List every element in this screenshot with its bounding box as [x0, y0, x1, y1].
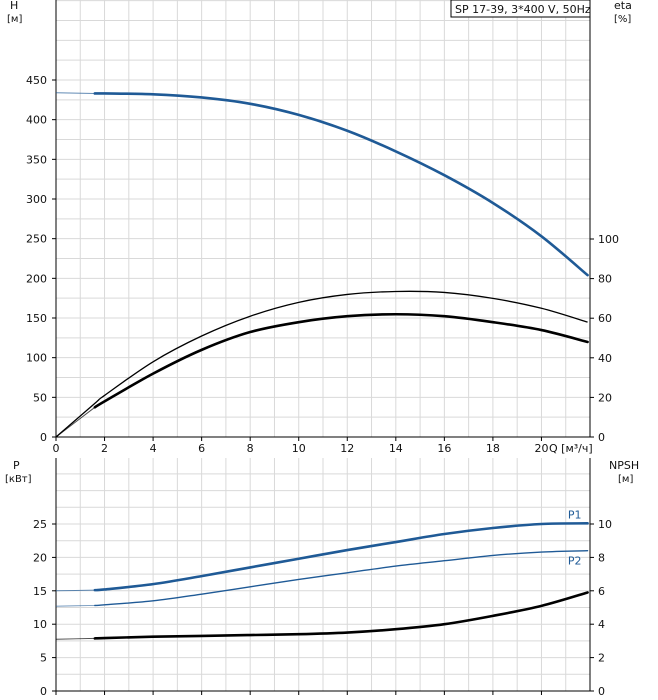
y-tick-label: 100: [26, 352, 47, 365]
y2-tick-label: 10: [598, 518, 612, 531]
head-efficiency-panel: 0 50 100 150 200 250 300 350 400 450 0 20 40 60 80 100 0…: [7, 0, 632, 455]
y-tick-label: 25: [33, 518, 47, 531]
y-tick-label: 150: [26, 312, 47, 325]
y2-axis-label: eta: [614, 0, 632, 12]
y2-tick-label: 4: [598, 618, 605, 631]
y-tick-label: 10: [33, 618, 47, 631]
y2-tick-label: 20: [598, 391, 612, 404]
x-tick-label: 14: [389, 442, 403, 455]
x-tick-label: 16: [437, 442, 451, 455]
chart-title: SP 17-39, 3*400 V, 50Hz: [455, 3, 591, 16]
y2-axis-label: NPSH: [609, 459, 639, 472]
y-tick-label: 50: [33, 391, 47, 404]
y2-tick-label: 100: [598, 233, 619, 246]
x-tick-label: 12: [340, 442, 354, 455]
y-tick-label: 0: [40, 685, 47, 698]
y-axis-unit: [м]: [7, 14, 22, 25]
y-axis-label: H: [10, 0, 18, 12]
series-2-extension-line: [55, 406, 96, 438]
series-1-line: [55, 290, 588, 438]
y2-tick-label: 6: [598, 585, 605, 598]
series-0-extension-line: [55, 92, 95, 94]
y-tick-label: 20: [33, 551, 47, 564]
x-tick-label: 20: [534, 442, 548, 455]
y2-axis-unit: [м]: [618, 474, 633, 485]
series-0-line: [93, 92, 589, 277]
y-tick-label: 200: [26, 272, 47, 285]
y-tick-label: 5: [40, 652, 47, 665]
y2-tick-label: 60: [598, 312, 612, 325]
x-axis-label: Q [м³/ч]: [549, 442, 593, 455]
y-axis-unit: [кВт]: [5, 474, 32, 485]
y-tick-label: 350: [26, 153, 47, 166]
y-tick-label: 400: [26, 114, 47, 127]
y2-tick-label: 0: [598, 431, 605, 444]
series-1-line: [94, 550, 589, 607]
y2-tick-label: 2: [598, 652, 605, 665]
y-axis-label: P: [13, 459, 20, 472]
y-tick-label: 0: [40, 431, 47, 444]
y2-axis-unit: [%]: [614, 14, 631, 25]
power-npsh-panel: 0 5 10 15 20 25 0 2 4 6 8 10 P [кВт] NPSH [м] P1 P2: [5, 458, 639, 698]
x-tick-label: 10: [292, 442, 306, 455]
series-0-extension-line: [55, 589, 95, 592]
y2-tick-label: 80: [598, 273, 612, 286]
y2-tick-label: 40: [598, 352, 612, 365]
x-tick-label: 4: [150, 442, 157, 455]
series-2-extension-line: [55, 637, 95, 640]
series-1-extension-line: [55, 605, 95, 607]
y-tick-label: 300: [26, 193, 47, 206]
series-label-p2: P2: [568, 555, 582, 568]
series-0-line: [93, 522, 589, 592]
series-2-line: [93, 591, 589, 640]
x-tick-label: 6: [198, 442, 205, 455]
x-tick-label: 0: [53, 442, 60, 455]
y-tick-label: 250: [26, 233, 47, 246]
y2-tick-label: 0: [598, 685, 605, 698]
y-tick-label: 450: [26, 74, 47, 87]
series-label-p1: P1: [568, 508, 582, 521]
title-box: [450, 0, 591, 18]
x-tick-label: 2: [101, 442, 108, 455]
x-tick-label: 8: [247, 442, 254, 455]
x-tick-label: 18: [486, 442, 500, 455]
y2-tick-label: 8: [598, 551, 605, 564]
series-2-line: [93, 312, 589, 409]
y-tick-label: 15: [33, 585, 47, 598]
